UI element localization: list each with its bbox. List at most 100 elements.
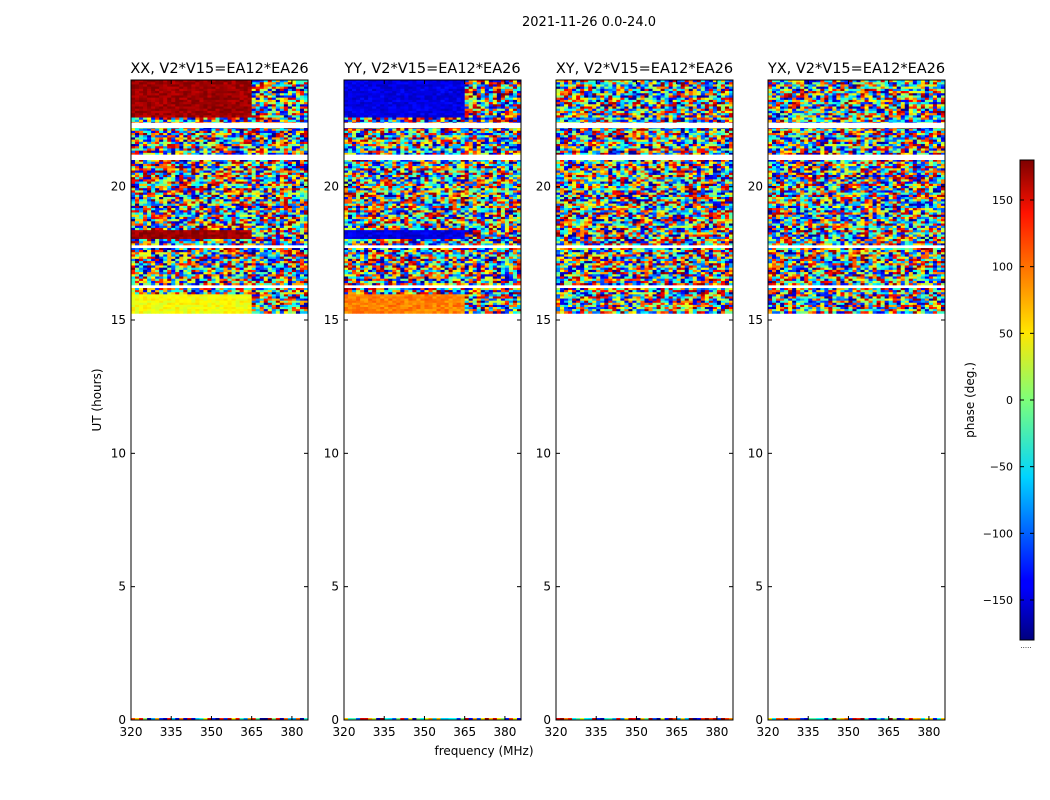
heatmap-cell	[235, 274, 241, 277]
heatmap-cell	[163, 188, 168, 191]
heatmap-cell	[147, 227, 152, 231]
heatmap-cell	[303, 93, 309, 96]
heatmap-cell	[303, 256, 309, 260]
heatmap-cell	[227, 236, 232, 240]
heatmap-cell	[231, 278, 236, 282]
heatmap-cell	[432, 294, 437, 297]
heatmap-cell	[303, 128, 309, 132]
heatmap-cell	[175, 208, 180, 211]
heatmap-cell	[295, 80, 301, 83]
heatmap-cell	[271, 227, 277, 231]
heatmap-cell	[295, 208, 301, 211]
heatmap-cell	[203, 132, 208, 136]
heatmap-cell	[155, 152, 160, 156]
heatmap-cell	[267, 168, 273, 171]
heatmap-cell	[135, 177, 140, 180]
heatmap-cell	[143, 288, 148, 291]
heatmap-cell	[271, 183, 277, 187]
heatmap-cell	[191, 119, 196, 123]
heatmap-cell	[163, 170, 168, 174]
heatmap-cell	[215, 181, 220, 185]
heatmap-cell	[295, 93, 301, 96]
heatmap-cell	[143, 88, 148, 92]
heatmap-cell	[231, 119, 236, 123]
heatmap-cell	[267, 84, 273, 88]
heatmap-cell	[131, 309, 136, 312]
heatmap-cell	[279, 174, 285, 178]
heatmap-cell	[295, 221, 301, 224]
heatmap-cell	[484, 292, 490, 295]
heatmap-cell	[303, 177, 309, 180]
heatmap-cell	[219, 108, 224, 112]
heatmap-cell	[271, 263, 277, 266]
heatmap-cell	[219, 272, 224, 275]
heatmap-cell	[151, 276, 156, 280]
heatmap-cell	[267, 252, 273, 255]
heatmap-cell	[131, 241, 136, 244]
heatmap-cell	[187, 230, 192, 233]
heatmap-cell	[219, 212, 224, 216]
heatmap-cell	[239, 208, 245, 211]
heatmap-cell	[171, 309, 176, 312]
heatmap-cell	[287, 135, 293, 138]
heatmap-cell	[199, 199, 204, 202]
heatmap-cell	[151, 106, 156, 110]
heatmap-cell	[143, 179, 148, 182]
heatmap-cell	[295, 161, 301, 165]
heatmap-cell	[227, 234, 232, 238]
heatmap-cell	[303, 199, 309, 202]
heatmap-cell	[239, 201, 245, 205]
heatmap-cell	[171, 166, 176, 169]
heatmap-cell	[211, 232, 216, 235]
heatmap-cell	[211, 183, 216, 187]
heatmap-cell	[131, 227, 136, 231]
heatmap-cell	[171, 135, 176, 138]
heatmap-cell	[303, 241, 309, 244]
heatmap-cell	[263, 227, 269, 231]
heatmap-cell	[179, 258, 184, 262]
heatmap-cell	[271, 97, 277, 101]
heatmap-cell	[175, 119, 180, 123]
heatmap-cell	[283, 243, 289, 246]
heatmap-cell	[299, 307, 305, 310]
heatmap-cell	[187, 181, 192, 185]
heatmap-cell	[159, 283, 164, 286]
heatmap-cell	[139, 166, 144, 169]
heatmap-cell	[283, 236, 289, 240]
heatmap-cell	[175, 252, 180, 255]
heatmap-cell	[187, 216, 192, 220]
heatmap-cell	[195, 250, 200, 253]
heatmap-cell	[147, 272, 152, 275]
heatmap-cell	[239, 88, 245, 92]
heatmap-cell	[215, 192, 220, 196]
heatmap-cell	[299, 179, 305, 182]
heatmap-cell	[143, 95, 148, 99]
heatmap-cell	[235, 168, 241, 171]
heatmap-cell	[135, 292, 140, 295]
heatmap-cell	[291, 216, 297, 220]
heatmap-cell	[203, 99, 208, 103]
heatmap-cell	[143, 146, 148, 149]
heatmap-cell	[211, 166, 216, 169]
heatmap-cell	[167, 241, 172, 244]
heatmap-cell	[255, 197, 261, 200]
heatmap-cell	[299, 210, 305, 213]
heatmap-cell	[139, 141, 144, 145]
heatmap-cell	[135, 236, 140, 240]
heatmap-cell	[147, 311, 152, 314]
heatmap-cell	[468, 290, 474, 293]
heatmap-cell	[227, 197, 232, 200]
heatmap-cell	[279, 80, 285, 83]
heatmap-cell	[243, 80, 249, 83]
heatmap-cell	[219, 225, 224, 229]
heatmap-cell	[131, 188, 136, 191]
heatmap-cell	[183, 296, 188, 299]
heatmap-cell	[143, 104, 148, 107]
heatmap-cell	[271, 280, 277, 284]
heatmap-cell	[139, 119, 144, 123]
heatmap-cell	[135, 130, 140, 134]
heatmap-cell	[251, 261, 257, 264]
heatmap-cell	[199, 311, 204, 314]
heatmap-cell	[163, 115, 168, 118]
heatmap-cell	[287, 210, 293, 213]
